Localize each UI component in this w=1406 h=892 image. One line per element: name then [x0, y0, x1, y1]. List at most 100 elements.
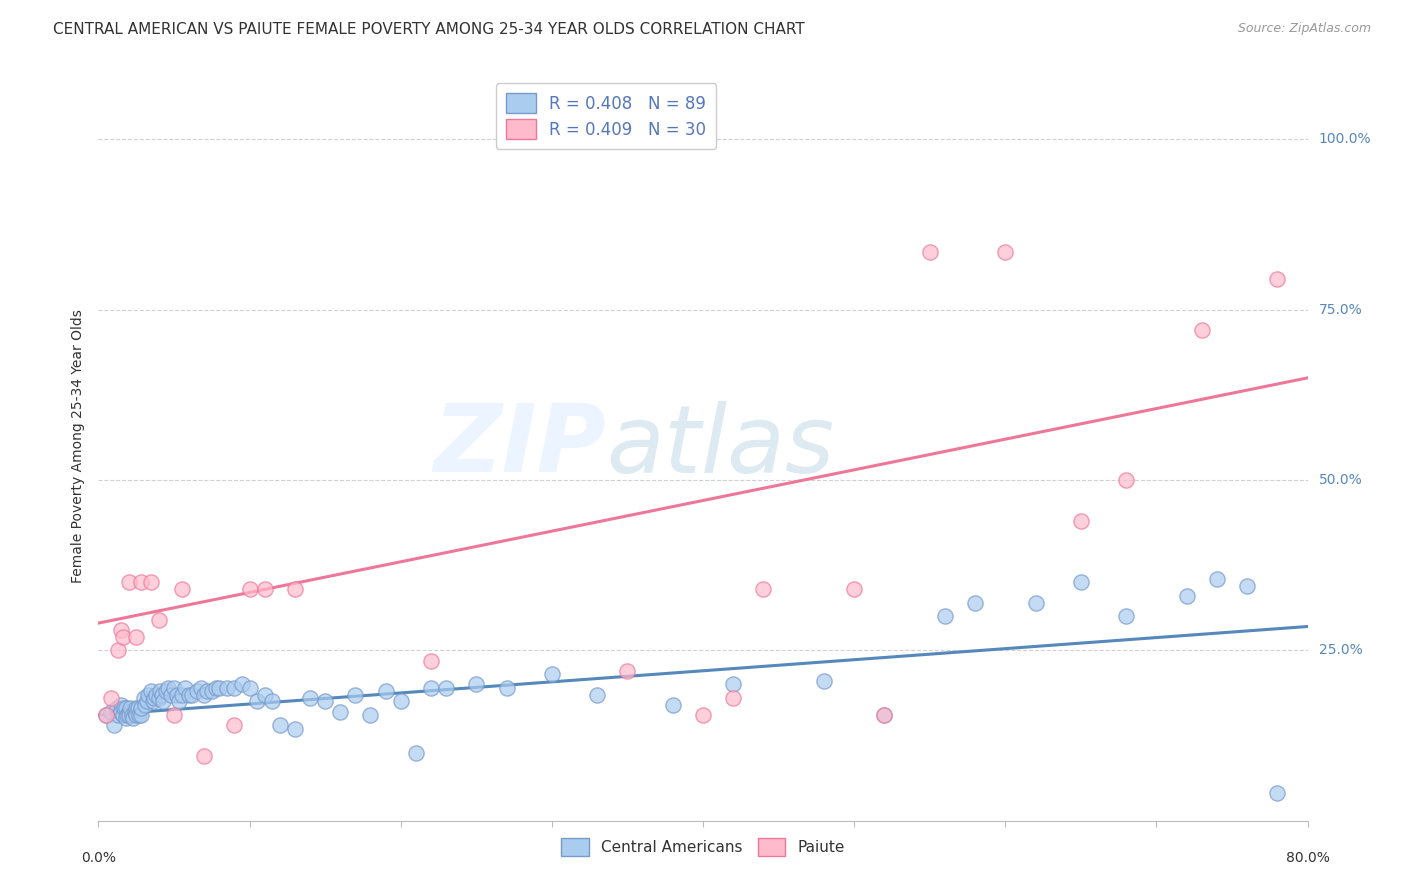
Point [193, 688, 215, 702]
Point [420, 681, 443, 695]
Point [389, 694, 412, 708]
Point [122, 711, 145, 725]
Text: atlas: atlas [606, 401, 835, 491]
Point [1070, 575, 1092, 590]
Text: 100.0%: 100.0% [1319, 133, 1371, 146]
Point [1191, 323, 1213, 337]
Point [141, 575, 163, 590]
Point [239, 582, 262, 596]
Point [132, 691, 155, 706]
Text: Source: ZipAtlas.com: Source: ZipAtlas.com [1237, 22, 1371, 36]
Point [1175, 589, 1198, 603]
Point [186, 684, 208, 698]
Point [540, 667, 562, 681]
Point [173, 681, 195, 695]
Text: ZIP: ZIP [433, 400, 606, 492]
Point [135, 694, 157, 708]
Text: 0.0%: 0.0% [82, 851, 115, 865]
Point [145, 688, 167, 702]
Point [125, 701, 148, 715]
Point [114, 711, 136, 725]
Y-axis label: Female Poverty Among 25-34 Year Olds: Female Poverty Among 25-34 Year Olds [70, 309, 84, 583]
Point [873, 708, 896, 723]
Text: CENTRAL AMERICAN VS PAIUTE FEMALE POVERTY AMONG 25-34 YEAR OLDS CORRELATION CHAR: CENTRAL AMERICAN VS PAIUTE FEMALE POVERT… [53, 22, 806, 37]
Point [129, 708, 152, 723]
Point [118, 708, 141, 723]
Point [201, 684, 224, 698]
Point [1024, 596, 1046, 610]
Point [163, 708, 186, 723]
Point [118, 705, 141, 719]
Point [465, 677, 488, 691]
Point [616, 664, 638, 678]
Point [1236, 579, 1258, 593]
Point [231, 677, 253, 691]
Point [148, 691, 170, 706]
Point [661, 698, 683, 712]
Point [111, 630, 134, 644]
Point [208, 681, 231, 695]
Point [110, 623, 132, 637]
Point [262, 694, 284, 708]
Point [405, 746, 427, 760]
Point [115, 708, 138, 723]
Point [284, 582, 307, 596]
Point [1115, 609, 1137, 624]
Point [152, 694, 174, 708]
Text: 25.0%: 25.0% [1319, 643, 1362, 657]
Point [181, 688, 204, 702]
Point [360, 708, 382, 723]
Point [692, 708, 714, 723]
Point [813, 673, 835, 688]
Point [195, 684, 218, 698]
Point [205, 681, 228, 695]
Point [111, 708, 134, 723]
Point [143, 691, 166, 706]
Point [586, 688, 609, 702]
Point [253, 582, 276, 596]
Point [94, 708, 117, 723]
Point [118, 575, 141, 590]
Point [179, 688, 201, 702]
Point [434, 681, 457, 695]
Point [1206, 572, 1229, 586]
Point [170, 582, 193, 596]
Point [121, 708, 143, 723]
Point [125, 708, 148, 723]
Point [107, 643, 129, 657]
Point [1115, 473, 1137, 487]
Point [246, 694, 269, 708]
Point [190, 681, 212, 695]
Point [94, 708, 117, 723]
Point [1267, 786, 1289, 800]
Point [166, 688, 188, 702]
Point [215, 681, 238, 695]
Point [420, 654, 443, 668]
Point [160, 688, 183, 702]
Point [193, 748, 215, 763]
Point [284, 722, 307, 736]
Point [125, 630, 148, 644]
Point [873, 708, 896, 723]
Point [100, 705, 122, 719]
Point [723, 677, 745, 691]
Point [344, 688, 367, 702]
Point [148, 613, 170, 627]
Text: 80.0%: 80.0% [1285, 851, 1330, 865]
Point [844, 582, 866, 596]
Point [110, 698, 132, 712]
Legend: Central Americans, Paiute: Central Americans, Paiute [555, 832, 851, 862]
Point [167, 694, 190, 708]
Point [142, 694, 165, 708]
Point [112, 701, 135, 715]
Point [163, 681, 186, 695]
Point [134, 698, 156, 712]
Point [253, 688, 276, 702]
Point [224, 718, 246, 732]
Point [934, 609, 956, 624]
Point [128, 708, 150, 723]
Point [150, 688, 173, 702]
Point [170, 688, 193, 702]
Point [155, 684, 177, 698]
Point [965, 596, 987, 610]
